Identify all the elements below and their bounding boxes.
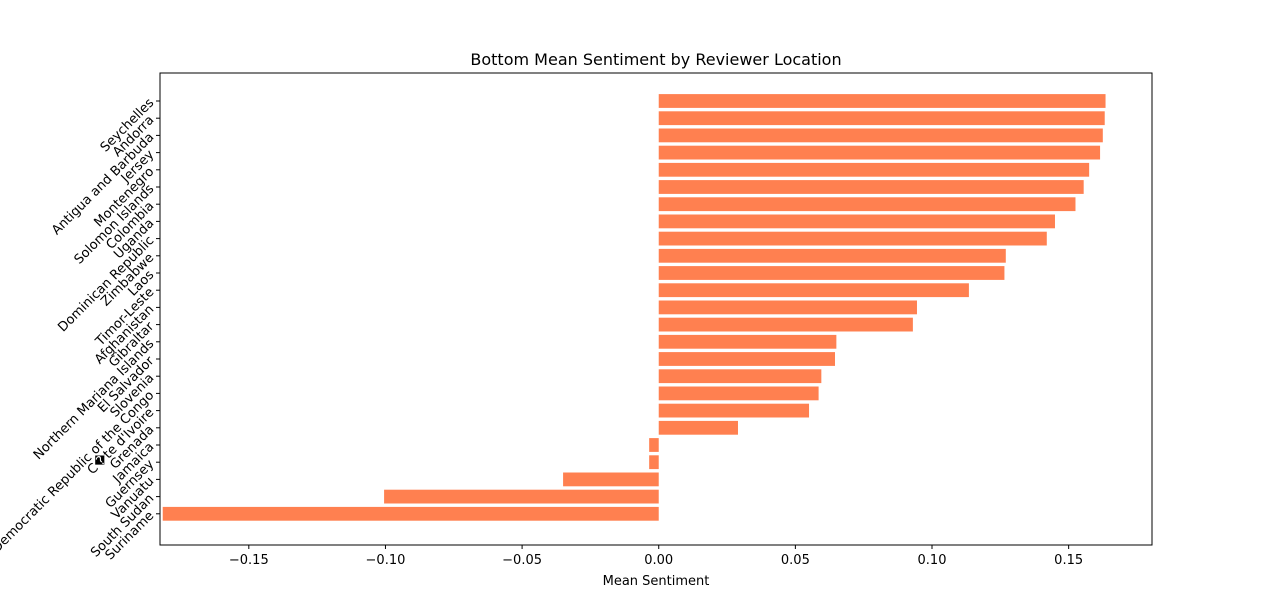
bar	[658, 111, 1105, 126]
bar	[658, 369, 822, 384]
bar	[658, 352, 835, 366]
bar	[658, 300, 917, 315]
x-tick-label: −0.05	[502, 553, 542, 568]
bars-group	[162, 94, 1106, 521]
x-tick-label: 0.10	[918, 553, 947, 568]
bar	[658, 317, 913, 332]
bar	[649, 438, 659, 452]
x-tick-label: 0.00	[644, 553, 673, 568]
x-axis-label: Mean Sentiment	[603, 574, 710, 589]
bar	[658, 128, 1103, 143]
bar	[563, 472, 659, 487]
bar	[658, 248, 1006, 263]
plot-frame	[159, 72, 1153, 546]
bar	[658, 94, 1106, 108]
bar	[658, 283, 969, 298]
x-tick-label: 0.15	[1054, 553, 1083, 568]
bar	[658, 231, 1047, 246]
x-tick-label: −0.15	[229, 553, 269, 568]
bar	[658, 266, 1005, 280]
bar	[658, 334, 837, 349]
x-tick-label: 0.05	[781, 553, 810, 568]
bar	[658, 145, 1101, 160]
x-axis: −0.15 −0.10 −0.05 0.00 0.05 0.10 0.15	[229, 545, 1083, 568]
bar	[384, 489, 659, 504]
chart-title: Bottom Mean Sentiment by Reviewer Locati…	[470, 50, 841, 69]
bar	[658, 386, 819, 401]
bar	[649, 455, 659, 470]
bar	[658, 197, 1076, 212]
bar	[658, 403, 810, 418]
bar	[658, 180, 1084, 194]
bar	[162, 506, 659, 521]
bar	[658, 162, 1090, 177]
x-tick-label: −0.10	[366, 553, 406, 568]
bar	[658, 420, 738, 435]
bar	[658, 214, 1055, 229]
